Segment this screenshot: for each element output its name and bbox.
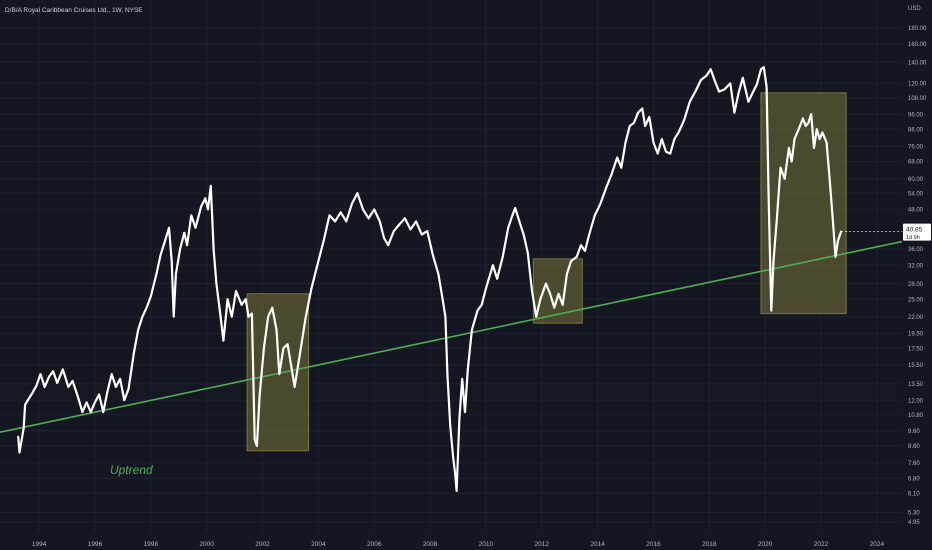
time-axis-tick-label: 2004	[311, 541, 326, 548]
price-axis-tick-label: 4.95	[908, 520, 920, 526]
price-series-layer	[17, 66, 902, 492]
uptrend-label: Uptrend	[110, 463, 153, 477]
time-axis-tick-label: 2024	[870, 541, 885, 548]
price-line[interactable]	[17, 66, 843, 492]
time-axis-tick-label: 2020	[758, 541, 773, 548]
last-price-countdown: 1d 9h	[906, 235, 920, 241]
price-axis-tick-label: 22.00	[908, 315, 924, 321]
price-axis-tick-label: 12.00	[908, 398, 924, 404]
price-axis-tick-label: 9.60	[908, 429, 920, 435]
price-axis-tick-label: 140.00	[908, 60, 927, 66]
price-axis-tick-label: 68.00	[908, 160, 924, 166]
time-axis-tick-label: 2014	[590, 541, 605, 548]
chart-title: D/B/A Royal Caribbean Cruises Ltd., 1W, …	[5, 7, 143, 14]
price-axis-tick-label: 60.00	[908, 177, 924, 183]
price-axis-tick-label: 6.10	[908, 491, 920, 497]
price-axis-tick-label: 48.00	[908, 208, 924, 214]
time-axis-tick-label: 2006	[367, 541, 382, 548]
time-axis-tick-label: 2010	[479, 541, 494, 548]
time-axis-tick-label: 2000	[199, 541, 214, 548]
time-axis-tick-label: 2008	[423, 541, 438, 548]
price-axis-tick-label: 108.00	[908, 96, 927, 102]
price-axis-tick-label: 76.00	[908, 144, 924, 150]
time-axis-tick-label: 1994	[32, 541, 47, 548]
time-axis-tick-label: 2012	[535, 541, 550, 548]
highlight-box[interactable]	[246, 293, 310, 452]
time-axis-tick-label: 1998	[144, 541, 159, 548]
price-axis-panel[interactable]	[902, 0, 932, 550]
price-axis-labels: 4.95 5.30 6.10 6.80 7.60 8.60 9.60 10.80 12.00 13…	[908, 26, 927, 526]
price-axis-tick-label: 7.60	[908, 461, 920, 467]
price-axis-tick-label: 54.00	[908, 191, 924, 197]
time-axis-tick-label: 2016	[646, 541, 661, 548]
price-axis-tick-label: 13.50	[908, 382, 924, 388]
price-axis-tick-label: 180.00	[908, 26, 927, 32]
time-axis-tick-label: 2022	[814, 541, 829, 548]
price-axis-tick-label: 10.80	[908, 413, 924, 419]
price-axis-tick-label: 160.00	[908, 42, 927, 48]
last-price-value: 40.85	[906, 227, 923, 234]
price-axis-tick-label: 36.00	[908, 247, 924, 253]
price-axis-tick-label: 28.00	[908, 282, 924, 288]
time-axis-tick-label: 2018	[702, 541, 717, 548]
price-axis-tick-label: 32.00	[908, 263, 924, 269]
price-axis-currency: USD	[908, 6, 921, 12]
trendline-layer	[0, 240, 903, 434]
price-axis-tick-label: 8.60	[908, 444, 920, 450]
price-axis-tick-label: 96.00	[908, 112, 924, 118]
price-axis-tick-label: 25.00	[908, 297, 924, 303]
highlight-box[interactable]	[532, 258, 583, 324]
price-axis-tick-label: 86.00	[908, 127, 924, 133]
highlight-box[interactable]	[760, 92, 847, 315]
price-axis-tick-label: 15.50	[908, 363, 924, 369]
uptrend-line[interactable]	[0, 240, 903, 434]
price-axis-tick-label: 17.50	[908, 346, 924, 352]
price-axis-tick-label: 19.50	[908, 332, 924, 338]
last-price-badge: 40.85 1d 9h	[903, 223, 931, 241]
time-axis-tick-label: 1996	[88, 541, 103, 548]
price-axis-tick-label: 120.00	[908, 82, 927, 88]
time-axis-labels: 1994 1996 1998 2000 2002 2004 2006 2008 2010 2012…	[32, 541, 885, 548]
price-axis-tick-label: 6.80	[908, 476, 920, 482]
price-axis-tick-label: 5.30	[908, 511, 920, 517]
last-price-badge-bg	[903, 223, 931, 241]
time-axis-tick-label: 2002	[255, 541, 270, 548]
time-axis-panel[interactable]	[0, 532, 902, 550]
